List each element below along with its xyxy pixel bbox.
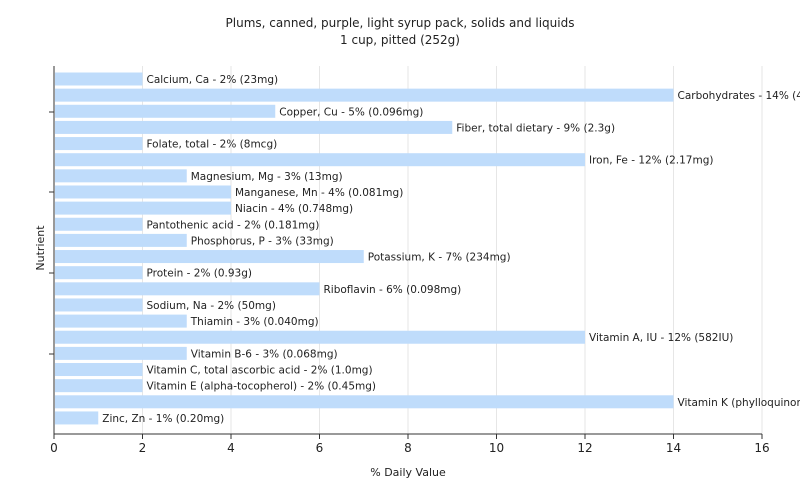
bar-label-4: Fiber, total dietary - 9% (2.3g) [456,122,615,134]
x-tick-label-14: 14 [666,441,681,455]
x-tick-label-0: 0 [50,441,58,455]
bar-label-5: Folate, total - 2% (8mcg) [147,139,278,151]
x-tick-label-4: 4 [227,441,235,455]
bar-3 [55,105,275,118]
bar-16 [55,315,187,328]
bar-label-22: Zinc, Zn - 1% (0.20mg) [102,413,224,425]
bar-6 [55,153,585,166]
bar-label-7: Magnesium, Mg - 3% (13mg) [191,171,343,183]
x-tick-label-12: 12 [577,441,592,455]
bar-15 [55,298,143,311]
x-tick-label-16: 16 [754,441,769,455]
bar-4 [55,121,452,134]
x-tick-label-8: 8 [404,441,412,455]
y-axis-title: Nutrient [34,225,47,271]
bar-22 [55,411,98,424]
bar-label-11: Phosphorus, P - 3% (33mg) [191,235,334,247]
x-axis-title: % Daily Value [370,466,446,479]
bar-1 [55,73,143,86]
bar-20 [55,379,143,392]
bar-10 [55,218,143,231]
bar-label-6: Iron, Fe - 12% (2.17mg) [589,155,713,167]
bar-12 [55,250,364,263]
bar-label-18: Vitamin B-6 - 3% (0.068mg) [191,348,338,360]
bar-label-17: Vitamin A, IU - 12% (582IU) [589,332,733,344]
bar-label-13: Protein - 2% (0.93g) [147,268,253,280]
bar-14 [55,282,320,295]
bar-label-8: Manganese, Mn - 4% (0.081mg) [235,187,403,199]
bar-7 [55,169,187,182]
bar-19 [55,363,143,376]
bar-label-19: Vitamin C, total ascorbic acid - 2% (1.0… [147,365,373,377]
chart-subtitle: 1 cup, pitted (252g) [340,33,460,47]
bar-label-3: Copper, Cu - 5% (0.096mg) [279,106,423,118]
bar-label-1: Calcium, Ca - 2% (23mg) [147,74,279,86]
bar-17 [55,331,585,344]
bar-label-16: Thiamin - 3% (0.040mg) [190,316,319,328]
x-tick-label-10: 10 [489,441,504,455]
bar-label-21: Vitamin K (phylloquinone) - 14% (10.8mcg… [678,397,800,409]
bar-18 [55,347,187,360]
bar-label-10: Pantothenic acid - 2% (0.181mg) [147,219,320,231]
bar-label-15: Sodium, Na - 2% (50mg) [147,300,276,312]
bar-label-9: Niacin - 4% (0.748mg) [235,203,353,215]
x-tick-label-2: 2 [139,441,147,455]
bar-label-14: Riboflavin - 6% (0.098mg) [324,284,462,296]
bar-2 [55,89,674,102]
bar-11 [55,234,187,247]
bar-label-12: Potassium, K - 7% (234mg) [368,252,511,264]
x-tick-label-6: 6 [316,441,324,455]
bar-9 [55,202,231,215]
bar-label-20: Vitamin E (alpha-tocopherol) - 2% (0.45m… [147,381,377,393]
bar-8 [55,185,231,198]
chart-title: Plums, canned, purple, light syrup pack,… [226,16,575,30]
bar-13 [55,266,143,279]
bar-label-2: Carbohydrates - 14% (41.03g) [678,90,800,102]
bar-5 [55,137,143,150]
bar-21 [55,395,674,408]
